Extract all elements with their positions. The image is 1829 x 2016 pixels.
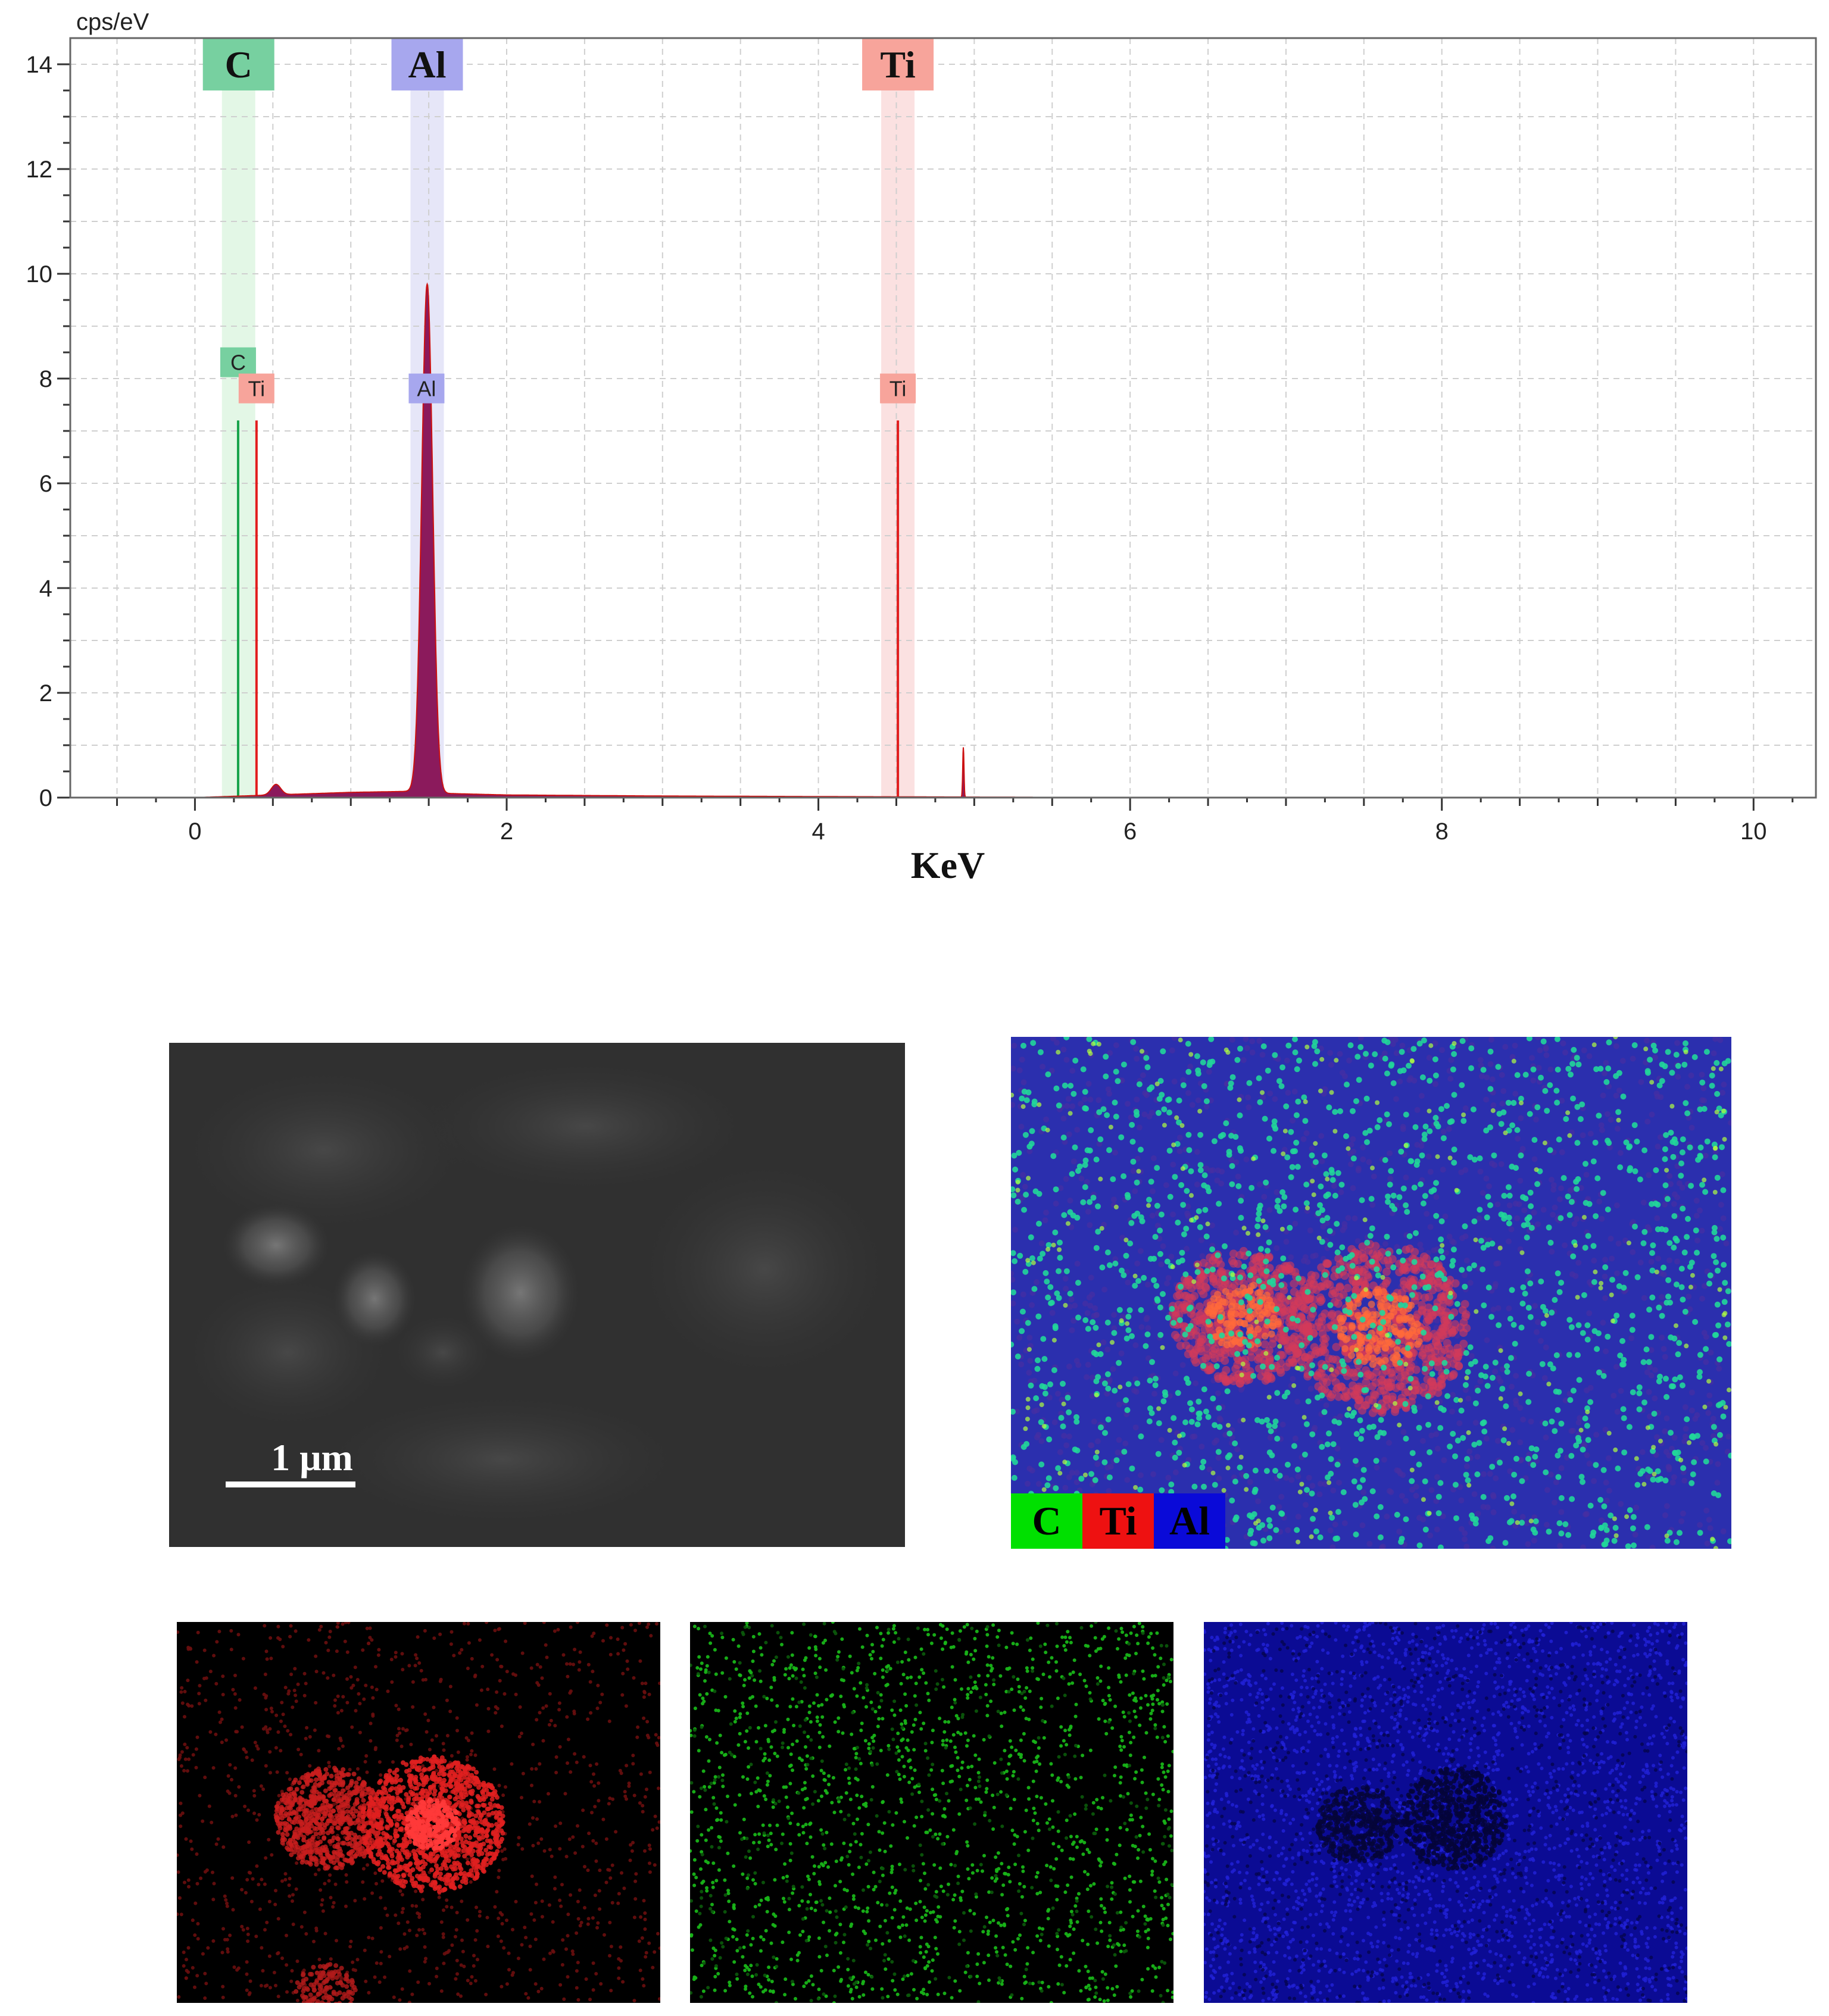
y-unit-label: cps/eV [76, 9, 149, 35]
marker-label-ti: Ti [248, 377, 266, 401]
marker-label-bg [880, 373, 916, 404]
scale-bar-label: 1 μm [271, 1436, 353, 1479]
y-tick-label: 10 [26, 261, 53, 287]
y-tick-label: 8 [39, 366, 52, 392]
axis-ticks: 0 2 4 6 8 10 12 14 0 2 4 6 8 10 [26, 52, 1794, 845]
marker-label-ti: Ti [889, 377, 907, 401]
x-tick-label: 4 [811, 818, 825, 845]
element-label-bg [202, 38, 274, 90]
y-tick-label: 0 [39, 785, 52, 811]
x-tick-label: 8 [1435, 818, 1449, 845]
x-tick-label: 6 [1123, 818, 1137, 845]
element-label-c: C [225, 43, 252, 86]
plot-frame [69, 37, 1817, 799]
marker-label-bg [238, 373, 274, 404]
legend-ti: Ti [1082, 1493, 1154, 1549]
element-bands [221, 38, 915, 798]
legend-c: C [1011, 1493, 1082, 1549]
legend-al: Al [1154, 1493, 1225, 1549]
y-tick-label: 12 [26, 157, 53, 183]
y-tick-label: 14 [26, 52, 53, 78]
x-tick-label: 0 [188, 818, 201, 845]
y-tick-label: 4 [39, 576, 52, 602]
element-labels: CTi Al TiC Al Ti [202, 38, 934, 404]
element-label-bg [391, 38, 463, 90]
al-element-map [1204, 1622, 1687, 2003]
line-markers [236, 420, 900, 798]
marker-label-bg [408, 373, 445, 404]
scale-bar [226, 1481, 355, 1487]
c-element-map [690, 1622, 1173, 2003]
y-tick-label: 6 [39, 471, 52, 497]
element-label-al: Al [408, 43, 446, 86]
marker-label-c: C [230, 351, 246, 375]
sem-micrograph: 1 μm [169, 1043, 905, 1547]
chart-grid [70, 38, 1816, 798]
overlay-legend: C Ti Al [1011, 1493, 1225, 1549]
element-label-bg [862, 38, 934, 90]
element-label-ti: Ti [880, 43, 915, 86]
x-axis-title: KeV [911, 844, 985, 886]
x-tick-label: 2 [500, 818, 513, 845]
marker-label-bg [220, 347, 256, 377]
eds-overlay-map: C Ti Al [1011, 1037, 1731, 1549]
y-tick-label: 2 [39, 680, 52, 707]
x-tick-label: 10 [1740, 818, 1767, 845]
ti-element-map [177, 1622, 660, 2003]
marker-label-al: Al [417, 377, 436, 401]
